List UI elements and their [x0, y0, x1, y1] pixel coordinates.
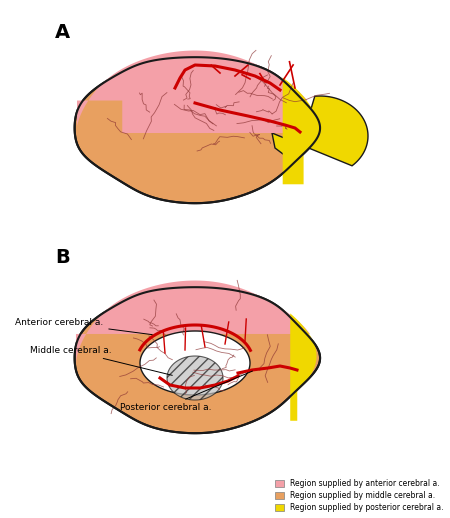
Text: A: A [55, 23, 70, 42]
Polygon shape [167, 356, 223, 400]
Polygon shape [77, 51, 307, 126]
Polygon shape [75, 57, 320, 203]
Polygon shape [76, 281, 310, 364]
Legend: Region supplied by anterior cerebral a., Region supplied by middle cerebral a., : Region supplied by anterior cerebral a.,… [273, 477, 446, 514]
Text: Posterior cerebral a.: Posterior cerebral a. [120, 371, 252, 412]
Text: Middle cerebral a.: Middle cerebral a. [30, 346, 172, 376]
Polygon shape [75, 287, 320, 433]
Polygon shape [272, 96, 368, 166]
Polygon shape [122, 61, 299, 133]
Text: Anterior cerebral a.: Anterior cerebral a. [15, 318, 152, 335]
Polygon shape [140, 331, 250, 395]
Polygon shape [290, 313, 316, 421]
Text: B: B [55, 248, 70, 267]
Polygon shape [283, 78, 316, 184]
